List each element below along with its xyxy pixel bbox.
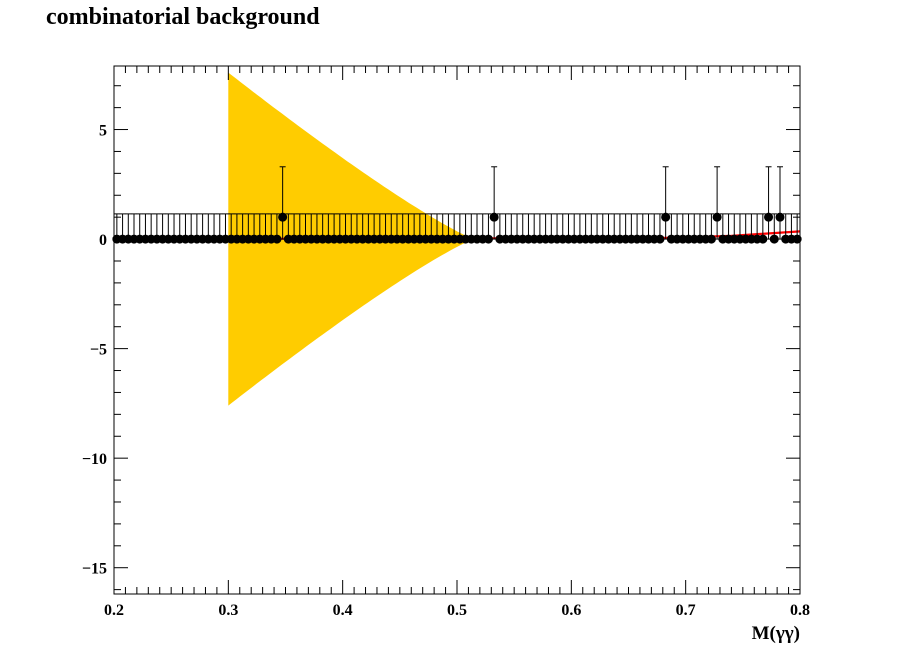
- data-marker: [489, 212, 499, 222]
- data-marker: [775, 212, 785, 222]
- y-tick-label: −5: [90, 342, 107, 359]
- data-marker: [706, 234, 716, 244]
- x-tick-label: 0.8: [790, 602, 810, 619]
- data-point: [655, 213, 665, 244]
- x-tick-label: 0.3: [218, 602, 238, 619]
- data-marker: [655, 234, 665, 244]
- data-marker: [758, 234, 768, 244]
- x-axis-label: M(γγ): [752, 623, 800, 644]
- data-point: [661, 166, 671, 240]
- data-marker: [272, 234, 282, 244]
- data-point: [712, 166, 722, 240]
- chart-title: combinatorial background: [46, 4, 320, 30]
- data-marker: [712, 212, 722, 222]
- y-tick-label: −15: [82, 561, 107, 578]
- data-point: [769, 213, 779, 244]
- data-marker: [483, 234, 493, 244]
- data-marker: [764, 212, 774, 222]
- x-tick-label: 0.4: [333, 602, 353, 619]
- data-point: [764, 166, 774, 240]
- y-tick-label: −10: [82, 451, 107, 468]
- frame-layer: [113, 65, 801, 595]
- x-tick-label: 0.5: [447, 602, 467, 619]
- data-point: [758, 213, 768, 244]
- data-point: [489, 166, 499, 240]
- points-layer: [112, 166, 802, 244]
- y-tick-label: 0: [99, 232, 107, 249]
- x-tick-label: 0.6: [561, 602, 581, 619]
- data-marker: [769, 234, 779, 244]
- x-tick-label: 0.7: [676, 602, 696, 619]
- data-marker: [278, 212, 288, 222]
- plot-frame: [113, 65, 801, 595]
- data-point: [483, 213, 493, 244]
- data-point: [706, 213, 716, 244]
- data-point: [272, 213, 282, 244]
- data-marker: [661, 212, 671, 222]
- y-tick-label: 5: [99, 123, 107, 140]
- x-tick-label: 0.2: [104, 602, 124, 619]
- data-point: [775, 166, 785, 240]
- labels-layer: 0.2 0.3 0.4 0.5 0.6 0.7 0.8 5 0 −5 −10 −15 M(γγ): [82, 123, 810, 644]
- data-point: [278, 166, 288, 240]
